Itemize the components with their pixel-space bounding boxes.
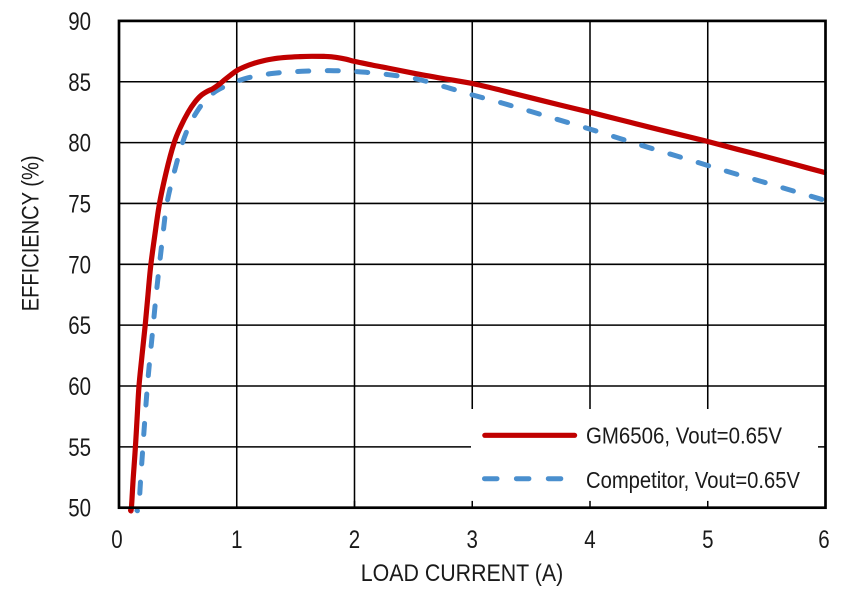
- svg-text:0: 0: [111, 525, 122, 553]
- svg-text:50: 50: [68, 494, 91, 522]
- svg-text:Competitor, Vout=0.65V: Competitor, Vout=0.65V: [586, 467, 800, 494]
- svg-text:5: 5: [702, 525, 713, 553]
- svg-text:75: 75: [68, 190, 91, 218]
- svg-text:LOAD CURRENT (A): LOAD CURRENT (A): [361, 559, 563, 587]
- svg-text:3: 3: [466, 525, 477, 553]
- svg-text:EFFICIENCY (%): EFFICIENCY (%): [16, 155, 43, 311]
- svg-text:55: 55: [68, 433, 91, 461]
- svg-text:GM6506, Vout=0.65V: GM6506, Vout=0.65V: [586, 422, 782, 449]
- svg-text:90: 90: [68, 7, 91, 35]
- svg-text:80: 80: [68, 129, 91, 157]
- svg-text:1: 1: [231, 525, 242, 553]
- svg-text:70: 70: [68, 250, 91, 278]
- svg-text:65: 65: [68, 311, 91, 339]
- svg-text:60: 60: [68, 372, 91, 400]
- svg-text:4: 4: [584, 525, 596, 553]
- svg-text:85: 85: [68, 68, 91, 96]
- svg-text:2: 2: [349, 525, 360, 553]
- svg-text:6: 6: [818, 525, 829, 553]
